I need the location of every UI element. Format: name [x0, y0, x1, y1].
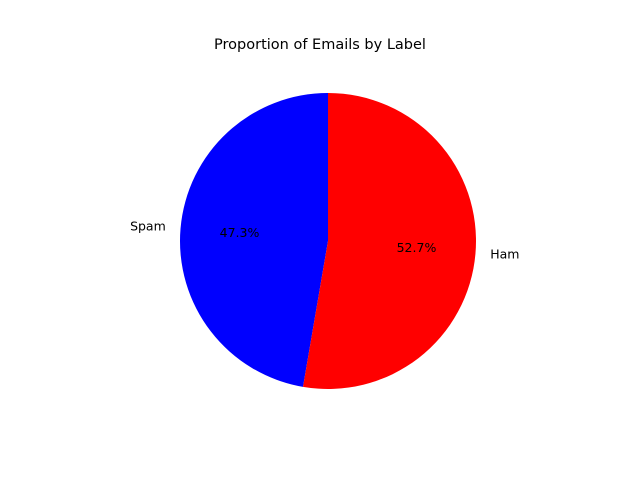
pie-slice-ham [303, 93, 476, 389]
pie-category-label-ham: Ham [490, 246, 519, 261]
pie-percent-label-ham: 52.7% [397, 240, 437, 255]
pie-slice-spam [180, 93, 328, 387]
pie-slices [180, 93, 476, 389]
pie-labels: 47.3% Spam 52.7% Ham [130, 219, 519, 262]
pie-category-label-spam: Spam [130, 219, 166, 234]
pie-percent-label-spam: 47.3% [220, 225, 260, 240]
chart-title: Proportion of Emails by Label [214, 37, 426, 53]
